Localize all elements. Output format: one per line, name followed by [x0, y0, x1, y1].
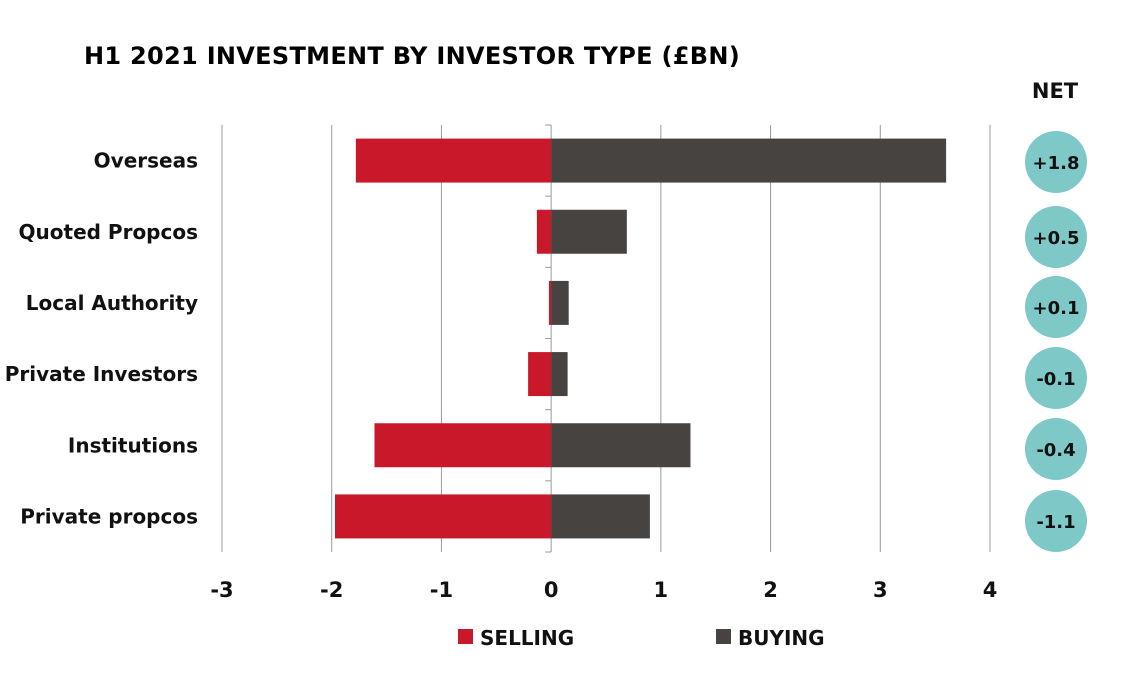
buying-bar-3 [551, 352, 568, 397]
x-tick-label: 4 [983, 578, 998, 602]
selling-bar-5 [335, 494, 552, 539]
net-value: -1.1 [1036, 512, 1075, 533]
x-tick-label: -2 [320, 578, 343, 602]
x-axis: -3 -2 -1 0 1 2 3 4 [210, 578, 997, 602]
net-value: +1.8 [1033, 153, 1080, 174]
legend-swatch-selling [458, 629, 473, 644]
net-value: -0.4 [1036, 440, 1075, 461]
chart-title: H1 2021 INVESTMENT BY INVESTOR TYPE (£BN… [84, 42, 741, 70]
net-circle [1025, 418, 1087, 480]
net-column: NET +1.8 +0.5 +0.1 -0.1 -0.4 -1.1 [1025, 79, 1087, 552]
net-header: NET [1032, 79, 1079, 103]
legend-label-selling: SELLING [480, 626, 574, 650]
category-label: Institutions [68, 433, 198, 457]
selling-bar-0 [355, 138, 552, 183]
net-circle [1025, 347, 1087, 409]
selling-bar-4 [374, 423, 552, 468]
legend-label-buying: BUYING [738, 626, 825, 650]
net-circle [1025, 131, 1087, 193]
net-value: +0.1 [1033, 298, 1080, 319]
category-label: Local Authority [26, 291, 198, 315]
bars [335, 138, 947, 539]
legend: SELLING BUYING [458, 626, 825, 650]
buying-bar-4 [551, 423, 691, 468]
buying-bar-1 [551, 209, 627, 254]
net-circle [1025, 276, 1087, 338]
buying-bar-0 [551, 138, 947, 183]
category-label: Private propcos [20, 504, 198, 528]
x-tick-label: 3 [873, 578, 888, 602]
category-labels: Overseas Quoted Propcos Local Authority Pri… [5, 149, 198, 529]
net-circle [1025, 206, 1087, 268]
selling-bar-1 [536, 209, 552, 254]
category-label: Quoted Propcos [19, 220, 198, 244]
x-tick-label: 2 [763, 578, 778, 602]
net-value: +0.5 [1033, 228, 1080, 249]
buying-bar-5 [551, 494, 650, 539]
net-circle [1025, 490, 1087, 552]
x-tick-label: -3 [210, 578, 233, 602]
buying-bar-2 [551, 280, 569, 325]
category-label: Overseas [94, 149, 198, 173]
gridlines [221, 124, 991, 553]
selling-bar-2 [548, 280, 552, 325]
net-value: -0.1 [1036, 369, 1075, 390]
x-tick-label: 1 [654, 578, 669, 602]
x-tick-label: -1 [430, 578, 453, 602]
legend-swatch-buying [716, 629, 731, 644]
category-label: Private Investors [5, 362, 198, 386]
selling-bar-3 [528, 352, 552, 397]
x-tick-label: 0 [544, 578, 559, 602]
